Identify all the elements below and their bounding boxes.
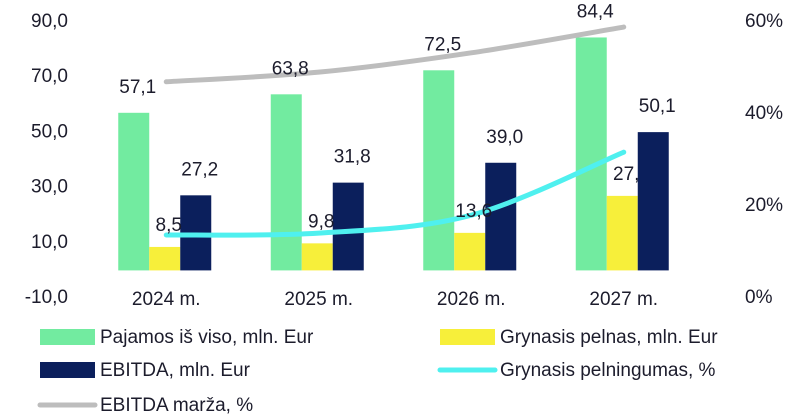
y-tick-label: 70,0 — [31, 66, 68, 87]
y-tick-label: 50,0 — [31, 121, 68, 142]
bar — [270, 94, 302, 271]
x-tick-label: 2024 m. — [132, 289, 201, 310]
legend-label: Pajamos iš viso, mln. Eur — [100, 327, 314, 348]
bar — [301, 243, 333, 271]
x-tick-label: 2026 m. — [437, 289, 506, 310]
data-label: 9,8 — [308, 211, 334, 232]
bar — [637, 132, 669, 271]
data-label: 72,5 — [424, 34, 461, 55]
bar — [118, 112, 150, 271]
line-series — [163, 149, 627, 238]
x-tick-label: 2025 m. — [284, 289, 353, 310]
bar — [606, 195, 638, 271]
bar — [423, 70, 455, 271]
legend-label: EBITDA marža, % — [100, 395, 253, 416]
legend-swatch — [40, 329, 95, 345]
bar — [149, 246, 181, 271]
y2-tick-label: 0% — [745, 287, 773, 308]
y-tick-label: 30,0 — [31, 177, 68, 198]
legend-label: EBITDA, mln. Eur — [100, 360, 251, 381]
y-tick-label: -10,0 — [25, 287, 68, 308]
y2-tick-label: 20% — [745, 195, 783, 216]
bar — [332, 182, 364, 271]
bar — [575, 37, 607, 271]
legend-swatch — [40, 362, 95, 378]
legend-label: Grynasis pelningumas, % — [500, 360, 716, 381]
y2-tick-label: 40% — [745, 103, 783, 124]
data-label: 27, — [613, 164, 639, 185]
data-label: 27,2 — [181, 159, 218, 180]
bar — [485, 162, 517, 271]
data-label: 8,5 — [156, 215, 182, 236]
y-tick-label: 10,0 — [31, 232, 68, 253]
line-series — [163, 24, 627, 85]
data-label: 84,4 — [577, 1, 614, 22]
data-label: 31,8 — [334, 147, 371, 168]
data-label: 57,1 — [119, 77, 156, 98]
legend-label: Grynasis pelnas, mln. Eur — [500, 327, 718, 348]
data-label: 13,6 — [455, 201, 492, 222]
y-tick-label: 90,0 — [31, 11, 68, 32]
legend-swatch — [440, 329, 495, 345]
data-label: 39,0 — [486, 127, 523, 148]
data-label: 50,1 — [639, 96, 676, 117]
x-tick-label: 2027 m. — [589, 289, 658, 310]
bar — [454, 232, 486, 271]
data-label: 63,8 — [272, 58, 309, 79]
y2-tick-label: 60% — [745, 11, 783, 32]
